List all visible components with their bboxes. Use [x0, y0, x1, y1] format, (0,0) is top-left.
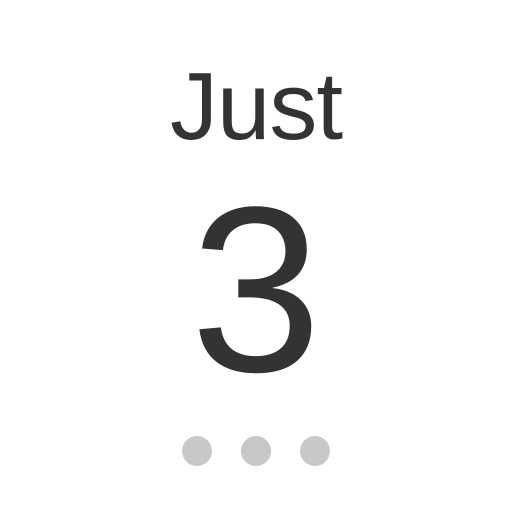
dot-2 — [241, 436, 271, 466]
dot-1 — [182, 436, 212, 466]
count-number: 3 — [190, 158, 322, 422]
headline-text: Just — [169, 53, 343, 160]
loading-dots-indicator — [0, 436, 512, 466]
dot-3 — [300, 436, 330, 466]
